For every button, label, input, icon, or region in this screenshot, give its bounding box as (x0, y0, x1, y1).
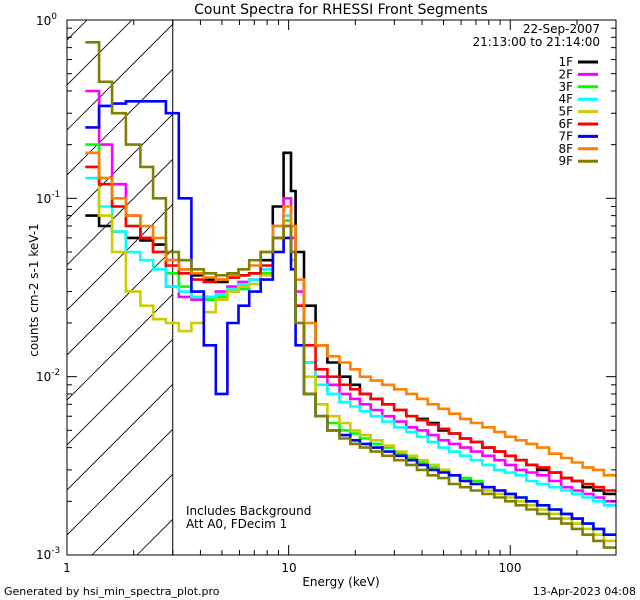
hatch-line (67, 248, 173, 356)
footer-timestamp: 13-Apr-2023 04:08 (533, 585, 636, 598)
footer-generated-by: Generated by hsi_min_spectra_plot.pro (4, 585, 220, 598)
y-tick-label-1e-3: 10-3 (36, 546, 60, 562)
chart-title: Count Spectra for RHESSI Front Segments (194, 2, 488, 18)
x-tick-label-1: 1 (63, 561, 71, 575)
y-axis-label: counts cm-2 s-1 keV-1 (27, 223, 41, 356)
legend-label-9f: 9F (558, 154, 573, 168)
date-label: 22-Sep-2007 (523, 22, 600, 36)
y-tick-label-1e-2: 10-2 (36, 368, 60, 384)
x-tick-label-100: 100 (499, 561, 522, 575)
axis-ticks (66, 20, 617, 556)
series-line-2f (85, 89, 616, 503)
time-range-label: 21:13:00 to 21:14:00 (473, 35, 600, 49)
series-line-4f (85, 176, 616, 507)
plot-frame (66, 19, 617, 556)
x-axis-label: Energy (keV) (302, 575, 379, 589)
series-line-8f (85, 151, 616, 477)
series-line-7f (85, 100, 616, 536)
legend-label-7f: 7F (558, 129, 573, 143)
series-line-5f (85, 165, 616, 543)
hatch-line (67, 383, 173, 491)
y-tick-label-1e0: 100 (36, 12, 57, 28)
hatch-line (67, 428, 173, 536)
hatch-line (67, 68, 173, 176)
legend-label-2f: 2F (558, 67, 573, 81)
legend-label-5f: 5F (558, 105, 573, 119)
legend-label-4f: 4F (558, 92, 573, 106)
legend-label-3f: 3F (558, 80, 573, 94)
y-tick-label-1e-1: 10-1 (36, 190, 60, 206)
hatch-line (67, 23, 173, 131)
legend-label-6f: 6F (558, 117, 573, 131)
legend-label-1f: 1F (558, 55, 573, 69)
hatch-line (67, 203, 173, 311)
x-tick-label-10: 10 (281, 561, 296, 575)
legend-label-8f: 8F (558, 142, 573, 156)
annotation-attenuator: Att A0, FDecim 1 (186, 517, 287, 531)
annotation-background: Includes Background (186, 504, 311, 518)
series-line-9f (85, 41, 616, 549)
